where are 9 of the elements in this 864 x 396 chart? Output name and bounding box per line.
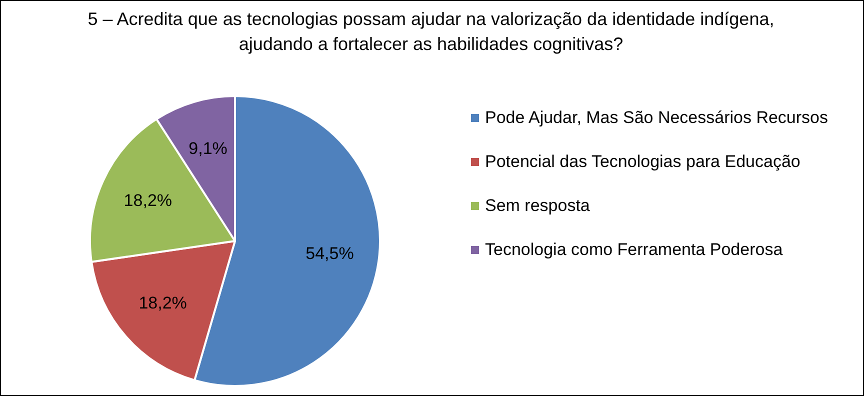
- chart-title: 5 – Acredita que as tecnologias possam ajudar na valorização da identidade indígena, ajudando a fortalecer as habilidades cognitivas?: [86, 8, 776, 56]
- data-label: 18,2%: [124, 191, 172, 210]
- data-label: 54,5%: [306, 244, 354, 264]
- legend-label: Sem resposta: [485, 195, 590, 217]
- data-label: 18,2%: [138, 294, 187, 313]
- legend-label: Pode Ajudar, Mas São Necessários Recursos: [485, 107, 828, 129]
- data-label: 9,1%: [188, 138, 228, 158]
- legend-label: Potencial das Tecnologias para Educação: [485, 151, 800, 173]
- legend-label: Tecnologia como Ferramenta Poderosa: [485, 239, 783, 261]
